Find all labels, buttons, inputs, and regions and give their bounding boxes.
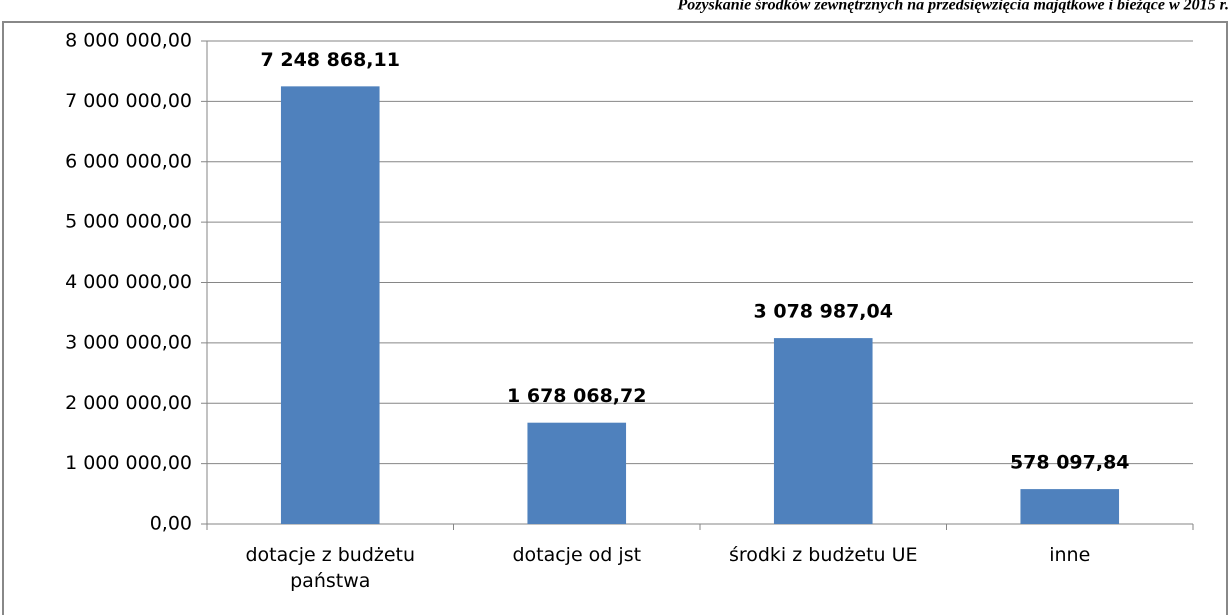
x-tick-label: inne xyxy=(1049,544,1091,566)
y-tick-label: 4 000 000,00 xyxy=(65,271,192,293)
y-tick-label: 6 000 000,00 xyxy=(65,150,192,172)
y-tick-label: 0,00 xyxy=(150,513,192,535)
y-tick-label: 2 000 000,00 xyxy=(65,392,192,414)
y-tick-label: 3 000 000,00 xyxy=(65,331,192,353)
y-tick-label: 5 000 000,00 xyxy=(65,211,192,233)
bar xyxy=(527,422,627,524)
y-tick-label: 1 000 000,00 xyxy=(65,452,192,474)
chart-frame xyxy=(2,21,1228,615)
x-tick-label: środki z budżetu UE xyxy=(728,544,918,566)
data-label: 7 248 868,11 xyxy=(261,49,400,71)
data-label: 578 097,84 xyxy=(1010,452,1130,474)
x-tick-label: dotacje z budżetu państwa xyxy=(245,544,416,592)
chart-title: Pozyskanie środków zewnętrznych na przed… xyxy=(676,0,1229,14)
y-tick-label: 7 000 000,00 xyxy=(65,90,192,112)
data-label: 3 078 987,04 xyxy=(754,301,893,323)
bar xyxy=(773,338,873,524)
x-tick-label: dotacje od jst xyxy=(512,544,642,566)
y-tick-label: 8 000 000,00 xyxy=(65,30,192,52)
bar xyxy=(1020,489,1120,524)
data-label: 1 678 068,72 xyxy=(507,385,646,407)
bar xyxy=(280,86,380,525)
